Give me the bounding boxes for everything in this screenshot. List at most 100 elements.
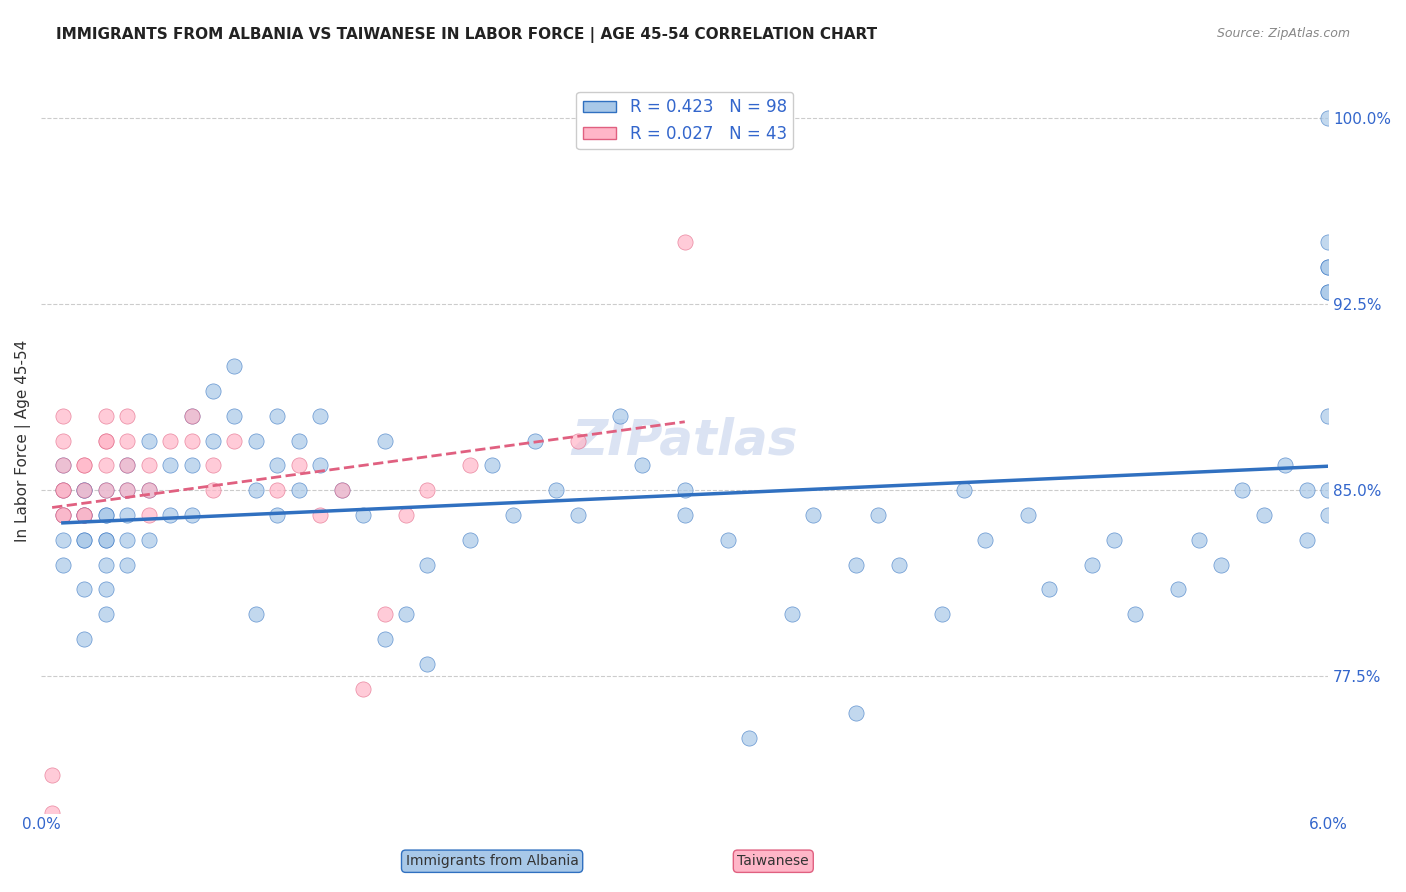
Point xyxy=(245,483,267,497)
Point xyxy=(309,409,332,423)
Point xyxy=(52,458,75,473)
Point xyxy=(115,508,138,522)
Point xyxy=(481,458,503,473)
Point xyxy=(738,731,761,746)
Point xyxy=(138,533,160,547)
Point xyxy=(330,483,353,497)
Point xyxy=(1188,533,1211,547)
Point xyxy=(52,458,75,473)
Point xyxy=(73,533,96,547)
Point xyxy=(73,458,96,473)
Point xyxy=(1295,483,1317,497)
Point xyxy=(73,483,96,497)
Point xyxy=(73,508,96,522)
Point xyxy=(41,805,63,820)
Point xyxy=(180,409,202,423)
Point xyxy=(931,607,953,621)
Point xyxy=(395,607,418,621)
Point xyxy=(94,533,117,547)
Point xyxy=(201,458,224,473)
Point xyxy=(1081,558,1104,572)
Point xyxy=(803,508,825,522)
Point xyxy=(352,508,374,522)
Point xyxy=(845,558,868,572)
Point xyxy=(416,657,439,671)
Point xyxy=(266,483,288,497)
Point xyxy=(287,458,309,473)
Point xyxy=(73,458,96,473)
Point xyxy=(460,533,482,547)
Point xyxy=(1317,483,1340,497)
Point xyxy=(73,508,96,522)
Point xyxy=(1295,533,1317,547)
Point xyxy=(974,533,997,547)
Point xyxy=(673,235,696,249)
Point xyxy=(266,508,288,522)
Point xyxy=(374,607,396,621)
Point xyxy=(73,582,96,597)
Point xyxy=(1317,409,1340,423)
Point xyxy=(352,681,374,696)
Point xyxy=(780,607,803,621)
Point xyxy=(52,483,75,497)
Text: Immigrants from Albania: Immigrants from Albania xyxy=(406,855,578,868)
Point xyxy=(567,508,589,522)
Point xyxy=(673,508,696,522)
Point xyxy=(94,458,117,473)
Point xyxy=(138,508,160,522)
Point xyxy=(330,483,353,497)
Point xyxy=(115,458,138,473)
Point xyxy=(52,508,75,522)
Point xyxy=(1102,533,1125,547)
Point xyxy=(94,483,117,497)
Point xyxy=(287,434,309,448)
Point xyxy=(609,409,631,423)
Point xyxy=(309,508,332,522)
Point xyxy=(115,558,138,572)
Text: Source: ZipAtlas.com: Source: ZipAtlas.com xyxy=(1216,27,1350,40)
Point xyxy=(1017,508,1039,522)
Point xyxy=(1317,260,1340,274)
Point xyxy=(1253,508,1275,522)
Point xyxy=(309,458,332,473)
Point xyxy=(416,558,439,572)
Point xyxy=(180,508,202,522)
Point xyxy=(224,434,246,448)
Point xyxy=(460,458,482,473)
Point xyxy=(94,434,117,448)
Point xyxy=(73,508,96,522)
Point xyxy=(1038,582,1060,597)
Point xyxy=(52,508,75,522)
Point xyxy=(73,533,96,547)
Point xyxy=(416,483,439,497)
Point xyxy=(115,483,138,497)
Point xyxy=(115,483,138,497)
Point xyxy=(287,483,309,497)
Point xyxy=(266,409,288,423)
Point xyxy=(1317,260,1340,274)
Point xyxy=(52,483,75,497)
Point xyxy=(52,409,75,423)
Point xyxy=(245,434,267,448)
Text: ZIPatlas: ZIPatlas xyxy=(571,417,799,465)
Point xyxy=(73,483,96,497)
Point xyxy=(224,359,246,373)
Point xyxy=(73,483,96,497)
Point xyxy=(1317,508,1340,522)
Point xyxy=(52,558,75,572)
Point xyxy=(1317,111,1340,125)
Point xyxy=(374,632,396,646)
Point xyxy=(41,768,63,782)
Point xyxy=(73,508,96,522)
Point xyxy=(1274,458,1296,473)
Point xyxy=(1123,607,1146,621)
Point xyxy=(73,632,96,646)
Legend: R = 0.423   N = 98, R = 0.027   N = 43: R = 0.423 N = 98, R = 0.027 N = 43 xyxy=(576,92,793,149)
Point xyxy=(1167,582,1189,597)
Point xyxy=(138,458,160,473)
Point xyxy=(180,458,202,473)
Point xyxy=(115,458,138,473)
Point xyxy=(180,434,202,448)
Point xyxy=(180,409,202,423)
Point xyxy=(201,384,224,398)
